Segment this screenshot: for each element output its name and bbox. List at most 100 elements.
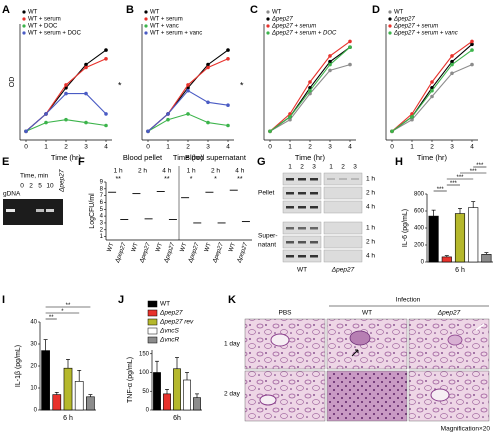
- y-tick-label: 0: [421, 260, 425, 266]
- y-tick-label: 0: [146, 408, 150, 414]
- x-tick-label: WT: [131, 242, 140, 253]
- time-label: 4 h: [162, 168, 171, 175]
- bar: [468, 207, 479, 263]
- panel-label: A: [2, 4, 10, 16]
- legend-marker: [388, 24, 392, 28]
- x-tick-label: 3: [328, 144, 332, 151]
- magnification: Magnification×20: [441, 426, 491, 433]
- panel-g: G 1 2 3 1 2 3 1 h 2 h 4 h 1 h 2 h 4 h: [257, 156, 375, 274]
- y-tick-label: 4: [100, 214, 104, 220]
- data-point: [64, 83, 68, 87]
- strain-label: Δpep27: [331, 267, 355, 274]
- bar: [86, 396, 95, 411]
- legend-marker: [266, 10, 270, 14]
- panel-label: F: [78, 156, 85, 168]
- data-point: [348, 62, 352, 67]
- gel-label: gDNA: [3, 191, 21, 198]
- time-label: 4 h: [235, 168, 244, 175]
- data-point: [328, 62, 332, 67]
- data-point: [206, 62, 210, 67]
- time-label: 10: [46, 183, 54, 190]
- x-tick-label: 2: [64, 144, 68, 151]
- panel-label: B: [126, 4, 134, 16]
- arrow: [475, 323, 485, 331]
- legend-marker: [144, 31, 148, 35]
- data-point: [268, 129, 272, 134]
- lane-label: 2: [341, 164, 345, 171]
- panel-label: C: [250, 4, 258, 16]
- legend-label: Δpep27 + serum + vanc: [393, 31, 458, 37]
- panel-label: H: [395, 156, 403, 168]
- data-point: [450, 54, 454, 58]
- y-tick-label: 10: [30, 386, 37, 392]
- bar: [41, 350, 50, 411]
- row-label: 4 h: [366, 204, 375, 211]
- x-tick-label: Δpep27: [139, 242, 152, 265]
- significance: **: [115, 176, 121, 183]
- data-point: [64, 117, 68, 122]
- significance: **: [237, 176, 243, 183]
- x-tick-label: 0: [146, 144, 150, 151]
- data-point: [104, 112, 108, 116]
- x-tick-label: Δpep27: [236, 242, 249, 265]
- time-label: 1 h: [187, 168, 196, 175]
- data-point: [226, 57, 230, 61]
- x-tick-label: 3: [206, 144, 210, 151]
- legend-label: WT: [160, 301, 170, 308]
- legend-label: ΔvncR: [159, 337, 179, 344]
- y-tick-label: 30: [30, 342, 37, 348]
- data-point: [470, 48, 474, 52]
- gel-bands: [286, 178, 359, 258]
- significance: **: [49, 315, 54, 321]
- row-label: 1 h: [366, 176, 375, 183]
- x-tick-label: 4: [226, 144, 230, 151]
- block-label: Pellet: [258, 190, 274, 197]
- data-point: [206, 100, 210, 105]
- data-point: [430, 88, 434, 93]
- data-point: [104, 57, 108, 61]
- strain-label: WT: [297, 267, 307, 274]
- significance: ***: [437, 187, 445, 193]
- data-point: [328, 54, 332, 58]
- bar: [153, 372, 161, 411]
- data-point: [166, 112, 170, 116]
- legend-label: WT: [394, 10, 404, 16]
- y-tick-label: 150: [139, 351, 150, 357]
- group-label: Infection: [396, 297, 421, 304]
- data-point: [308, 80, 312, 84]
- y-tick-label: 400: [414, 226, 425, 232]
- y-tick-label: 8: [100, 186, 104, 192]
- legend-label: WT + vanc: [150, 24, 179, 30]
- data-point: [308, 88, 312, 93]
- data-point: [24, 129, 28, 134]
- legend-label: WT: [28, 10, 38, 16]
- data-point: [470, 39, 474, 44]
- legend-marker: [22, 10, 26, 14]
- lane-label: 1: [329, 164, 333, 171]
- x-tick-label: Δpep27: [115, 242, 128, 265]
- data-point: [44, 120, 48, 125]
- x-tick-label: 1: [288, 144, 292, 151]
- row-label: 2 h: [366, 190, 375, 197]
- column-label: Δpep27: [437, 310, 461, 317]
- data-point: [430, 94, 434, 99]
- legend-marker: [22, 24, 26, 28]
- row-label: 1 h: [366, 225, 375, 232]
- column-label: PBS: [278, 310, 292, 317]
- legend-label: Δpep27: [159, 310, 183, 317]
- panel-label: I: [2, 294, 5, 306]
- y-axis-label: OD: [9, 77, 16, 88]
- x-tick-label: WT: [107, 242, 116, 253]
- data-point: [226, 103, 230, 107]
- data-point: [450, 71, 454, 76]
- data-point: [348, 39, 352, 44]
- lane-label: 1: [288, 164, 292, 171]
- time-label: 0: [20, 183, 24, 190]
- legend-marker: [144, 17, 148, 21]
- strain-label: Δpep27: [59, 169, 66, 193]
- x-tick-label: 1: [410, 144, 414, 151]
- y-tick-label: 7: [100, 193, 104, 199]
- series-line: [147, 113, 229, 132]
- x-tick-label: WT: [204, 242, 213, 253]
- significance: **: [164, 176, 170, 183]
